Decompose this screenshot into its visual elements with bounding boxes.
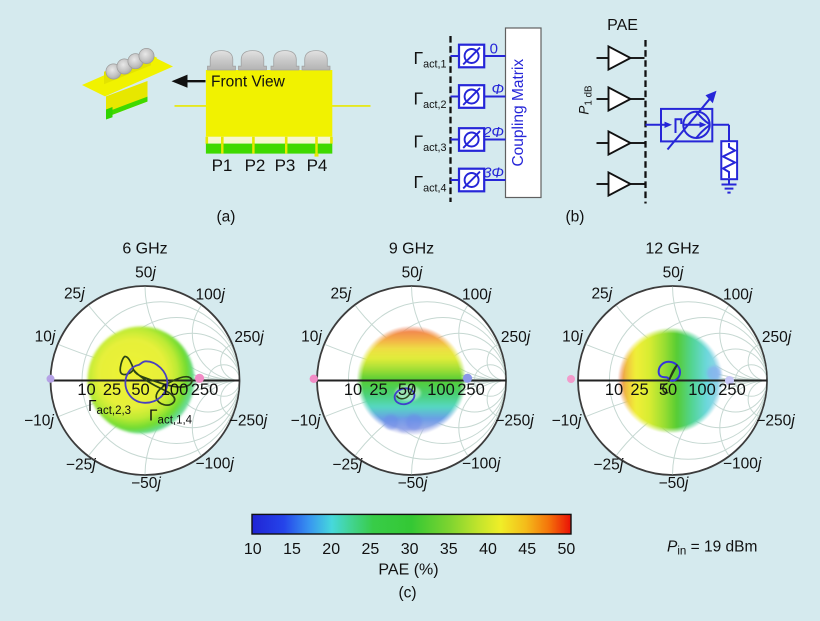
svg-text:−10j: −10j xyxy=(552,412,582,429)
svg-text:−100j: −100j xyxy=(723,456,762,473)
svg-text:35: 35 xyxy=(440,541,458,558)
svg-text:10j: 10j xyxy=(35,329,56,346)
svg-text:100: 100 xyxy=(427,381,455,399)
svg-text:−50j: −50j xyxy=(659,475,689,492)
svg-text:100: 100 xyxy=(688,381,716,399)
svg-text:10: 10 xyxy=(77,381,95,399)
svg-text:9 GHz: 9 GHz xyxy=(389,241,434,258)
svg-text:50: 50 xyxy=(558,541,576,558)
svg-text:−250j: −250j xyxy=(495,412,534,429)
svg-text:−250j: −250j xyxy=(756,412,795,429)
svg-text:25j: 25j xyxy=(591,285,612,302)
svg-text:250j: 250j xyxy=(762,329,792,346)
svg-text:10j: 10j xyxy=(301,329,322,346)
svg-text:250j: 250j xyxy=(234,329,264,346)
svg-text:25: 25 xyxy=(103,381,121,399)
svg-text:12 GHz: 12 GHz xyxy=(645,241,699,258)
svg-text:Coupling Matrix: Coupling Matrix xyxy=(510,59,527,167)
svg-text:50j: 50j xyxy=(402,265,423,282)
svg-text:25j: 25j xyxy=(330,285,351,302)
svg-text:50: 50 xyxy=(659,381,677,399)
svg-text:−25j: −25j xyxy=(332,457,362,474)
svg-text:(a): (a) xyxy=(217,209,236,226)
svg-text:(c): (c) xyxy=(398,585,416,602)
svg-text:100j: 100j xyxy=(196,286,226,303)
svg-text:−25j: −25j xyxy=(593,457,623,474)
svg-text:3Φ: 3Φ xyxy=(483,165,504,182)
svg-text:−100j: −100j xyxy=(462,456,501,473)
svg-text:15: 15 xyxy=(283,541,301,558)
svg-text:100j: 100j xyxy=(723,286,753,303)
svg-text:Front View: Front View xyxy=(211,74,286,91)
svg-text:Φ: Φ xyxy=(491,81,504,98)
svg-text:P2: P2 xyxy=(245,156,266,175)
svg-text:−25j: −25j xyxy=(66,457,96,474)
svg-text:−10j: −10j xyxy=(291,412,321,429)
svg-text:PAE: PAE xyxy=(607,17,638,34)
svg-text:250: 250 xyxy=(457,381,485,399)
svg-text:0: 0 xyxy=(490,41,498,58)
svg-text:10: 10 xyxy=(605,381,623,399)
svg-text:PAE (%): PAE (%) xyxy=(378,562,438,579)
svg-text:−250j: −250j xyxy=(229,412,268,429)
svg-text:25: 25 xyxy=(630,381,648,399)
svg-text:20: 20 xyxy=(322,541,340,558)
svg-text:50j: 50j xyxy=(663,265,684,282)
svg-text:25j: 25j xyxy=(64,285,85,302)
svg-text:2Φ: 2Φ xyxy=(482,124,504,141)
svg-text:250j: 250j xyxy=(501,329,531,346)
svg-text:P4: P4 xyxy=(307,156,328,175)
svg-text:30: 30 xyxy=(401,541,419,558)
svg-text:6 GHz: 6 GHz xyxy=(122,241,167,258)
svg-text:−10j: −10j xyxy=(24,412,54,429)
svg-text:25: 25 xyxy=(362,541,380,558)
svg-text:10: 10 xyxy=(244,541,262,558)
svg-text:(b): (b) xyxy=(566,209,585,226)
svg-text:−50j: −50j xyxy=(398,475,428,492)
svg-text:−50j: −50j xyxy=(131,475,161,492)
svg-text:50j: 50j xyxy=(135,265,156,282)
svg-text:25: 25 xyxy=(369,381,387,399)
svg-text:10: 10 xyxy=(344,381,362,399)
svg-text:50: 50 xyxy=(398,381,416,399)
svg-text:45: 45 xyxy=(518,541,536,558)
svg-text:10j: 10j xyxy=(562,329,583,346)
svg-text:−100j: −100j xyxy=(196,456,235,473)
svg-text:40: 40 xyxy=(479,541,497,558)
svg-text:P1: P1 xyxy=(212,156,233,175)
svg-text:250: 250 xyxy=(191,381,219,399)
svg-text:250: 250 xyxy=(718,381,746,399)
svg-text:50: 50 xyxy=(131,381,149,399)
svg-text:100j: 100j xyxy=(462,286,492,303)
svg-text:P3: P3 xyxy=(275,156,296,175)
svg-text:100: 100 xyxy=(161,381,189,399)
